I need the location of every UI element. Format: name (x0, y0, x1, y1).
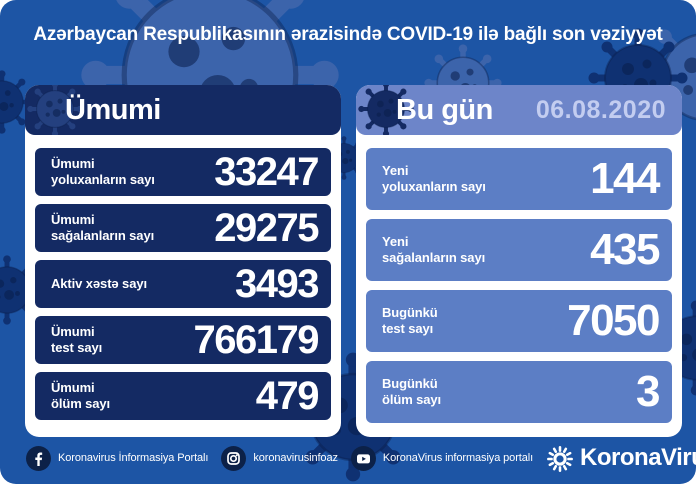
youtube-label: KoronaVirus informasiya portalı (382, 452, 534, 464)
stat-row-today-tests: Bugünkü test sayı 7050 (366, 290, 672, 352)
stat-row-today-deaths: Bugünkü ölüm sayı 3 (366, 361, 672, 423)
stat-value: 3 (636, 367, 660, 416)
stat-label-line2: ölüm sayı (51, 396, 111, 411)
koronavirus-logo: KoronaVirus info (546, 443, 696, 473)
koronavirus-logo-text: KoronaVirus (580, 444, 696, 471)
facebook-link[interactable]: Koronavirus İnformasiya Portalı (26, 445, 209, 471)
stat-value: 766179 (193, 317, 320, 362)
today-panel-header: Bu gün 06.08.2020 (356, 85, 682, 135)
stat-label-line1: Aktiv xəstə sayı (51, 276, 147, 292)
youtube-link[interactable]: KoronaVirus informasiya portalı (350, 445, 534, 471)
stat-label-line2: ölüm sayı (382, 392, 442, 407)
stat-label-line2: yoluxanların sayı (51, 172, 155, 187)
today-panel-title: Bu gün (396, 93, 493, 126)
instagram-link[interactable]: koronavirusinfoaz (221, 445, 338, 471)
stat-label-line2: test sayı (51, 340, 103, 355)
stat-label-line1: Yeni (382, 163, 409, 179)
totals-panel: Ümumi Ümumi yoluxanların sayı 33247 Ümum… (25, 85, 341, 437)
stat-label: Yeni yoluxanların sayı (382, 163, 486, 195)
stat-label-line1: Yeni (382, 234, 409, 250)
youtube-icon (350, 445, 376, 471)
stat-label-line1: Bugünkü (382, 376, 438, 392)
page-title: Azərbaycan Respublikasının ərazisində CO… (33, 24, 663, 45)
stat-label-line1: Ümumi (51, 212, 95, 228)
stat-label-line1: Ümumi (51, 156, 95, 172)
instagram-label: koronavirusinfoaz (253, 452, 338, 464)
stat-row-total-tests: Ümumi test sayı 766179 (35, 316, 331, 364)
stat-label-line2: test sayı (382, 321, 434, 336)
stat-label: Bugünkü ölüm sayı (382, 376, 441, 408)
stat-row-total-recovered: Ümumi sağalanların sayı 29275 (35, 204, 331, 252)
totals-panel-header: Ümumi (25, 85, 341, 135)
stat-label-line1: Bugünkü (382, 305, 438, 321)
stat-row-total-cases: Ümumi yoluxanların sayı 33247 (35, 148, 331, 196)
today-rows: Yeni yoluxanların sayı 144 Yeni sağalanl… (356, 135, 682, 423)
stat-value: 3493 (235, 261, 319, 306)
stat-label-line2: sağalanların sayı (382, 250, 486, 265)
stat-label: Ümumi test sayı (51, 324, 102, 356)
stat-label: Ümumi yoluxanların sayı (51, 156, 155, 188)
stat-row-new-cases: Yeni yoluxanların sayı 144 (366, 148, 672, 210)
stat-row-total-deaths: Ümumi ölüm sayı 479 (35, 372, 331, 420)
stat-label-line1: Ümumi (51, 380, 95, 396)
report-date: 06.08.2020 (535, 95, 666, 124)
stat-row-new-recovered: Yeni sağalanların sayı 435 (366, 219, 672, 281)
facebook-icon (26, 445, 51, 471)
stat-row-active-cases: Aktiv xəstə sayı 3493 (35, 260, 331, 308)
stat-label-line1: Ümumi (51, 324, 95, 340)
stat-value: 144 (590, 154, 660, 203)
totals-panel-title: Ümumi (65, 93, 161, 126)
stat-label: Ümumi ölüm sayı (51, 380, 110, 412)
totals-rows: Ümumi yoluxanların sayı 33247 Ümumi sağa… (25, 135, 341, 420)
koronavirus-logo-icon (547, 446, 573, 472)
stat-value: 29275 (214, 205, 319, 250)
today-panel: Bu gün 06.08.2020 Yeni yoluxanların sayı… (356, 85, 682, 437)
stat-label: Ümumi sağalanların sayı (51, 212, 154, 244)
stat-value: 33247 (214, 149, 319, 194)
stat-label: Bugünkü test sayı (382, 305, 438, 337)
stat-label-line2: yoluxanların sayı (382, 179, 486, 194)
stat-label-line2: sağalanların sayı (51, 228, 155, 243)
stat-value: 479 (255, 373, 320, 418)
stat-value: 435 (590, 225, 660, 274)
stat-label: Aktiv xəstə sayı (51, 276, 147, 292)
stat-value: 7050 (567, 296, 660, 345)
instagram-icon (221, 445, 247, 471)
stat-label: Yeni sağalanların sayı (382, 234, 485, 266)
footer: Koronavirus İnformasiya Portalı koronavi… (0, 438, 696, 484)
facebook-label: Koronavirus İnformasiya Portalı (58, 452, 209, 464)
